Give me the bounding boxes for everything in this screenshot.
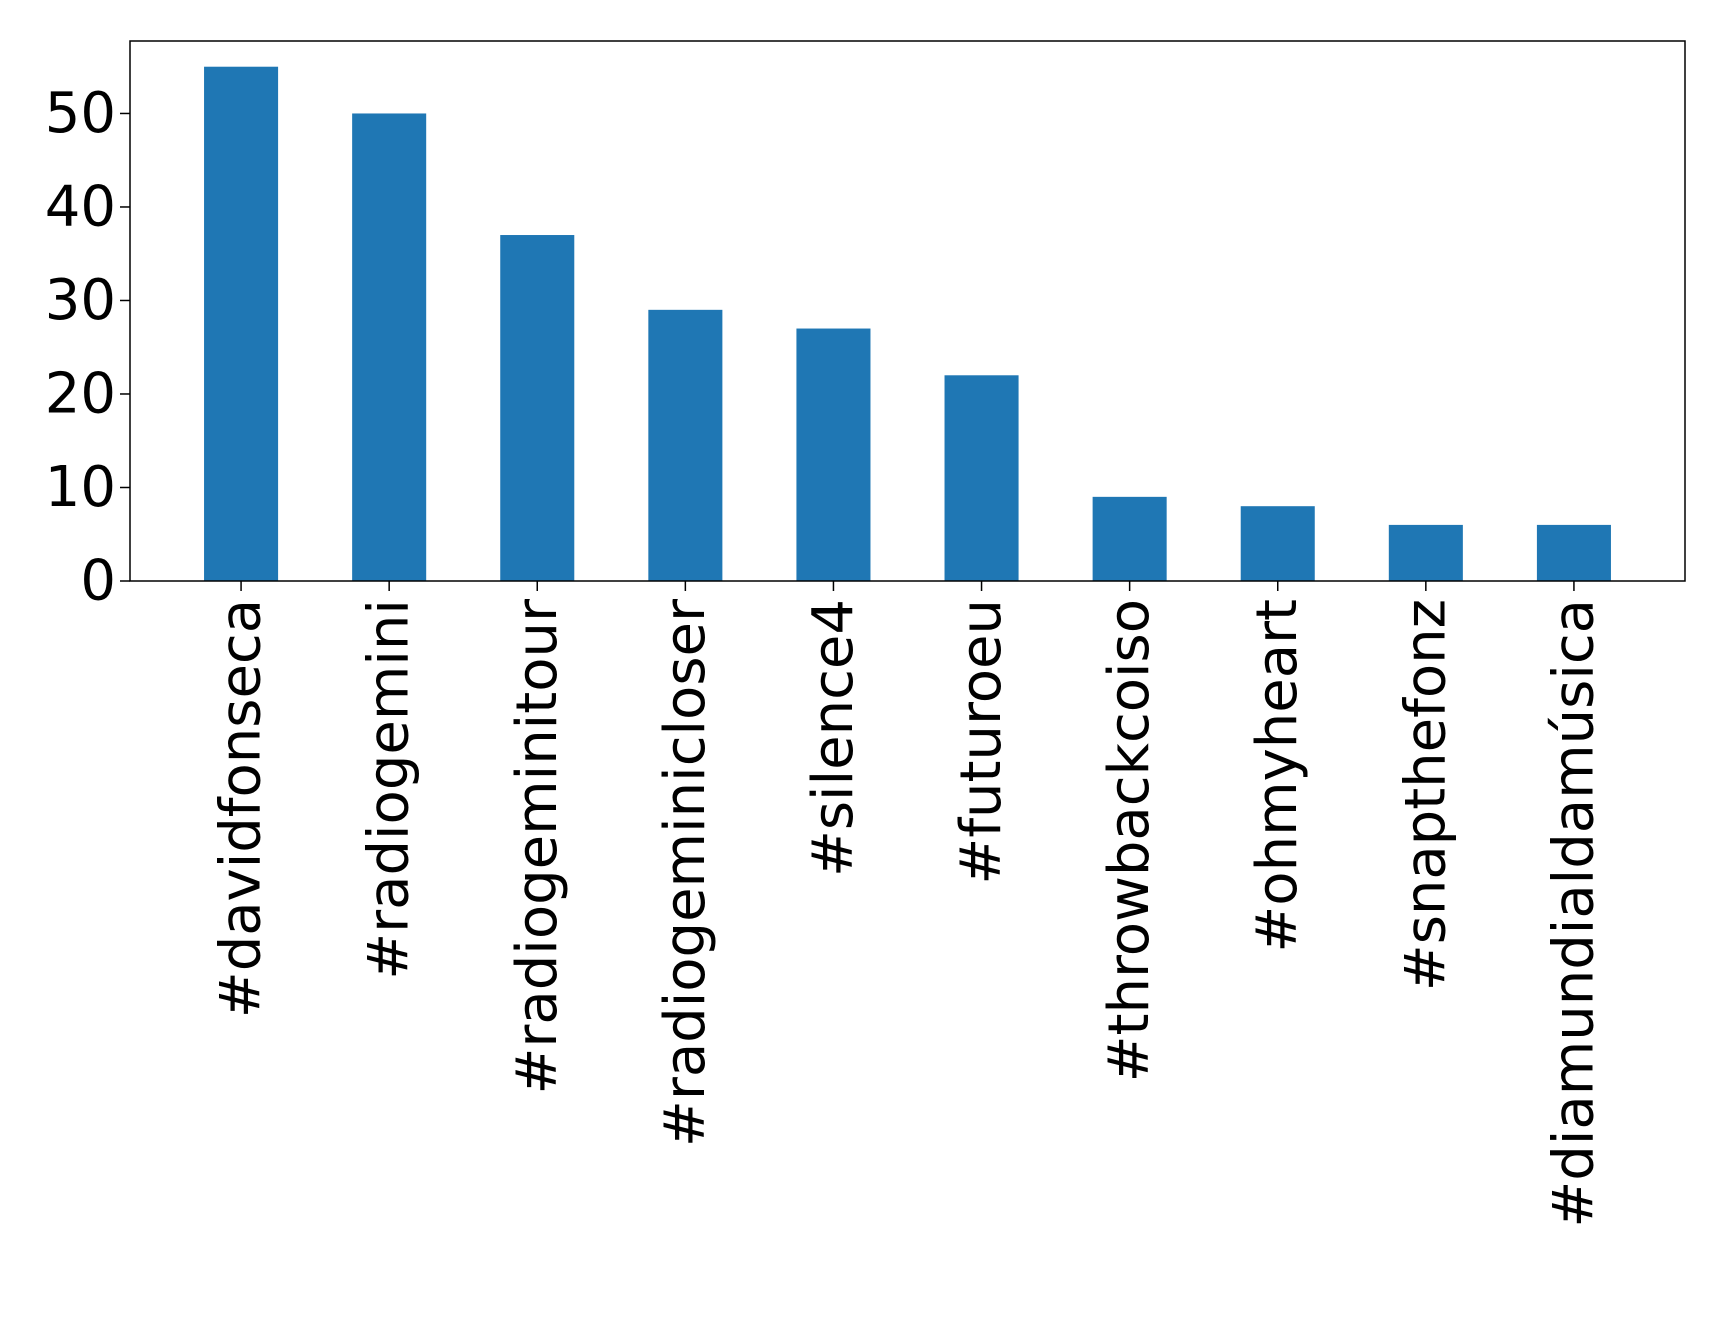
bar-6 — [1092, 496, 1167, 581]
bar-3 — [648, 309, 723, 581]
bar-9 — [1536, 524, 1611, 581]
x-tick-label: #futuroeu — [949, 599, 1014, 885]
bar-5 — [944, 375, 1019, 581]
x-tick-label: #radiogeminicloser — [653, 598, 718, 1147]
bar-2 — [500, 235, 575, 581]
y-tick-label: 30 — [45, 268, 116, 333]
y-tick-label: 20 — [45, 361, 116, 426]
x-tick-label: #davidfonseca — [209, 599, 274, 1018]
bars-group — [204, 66, 1611, 581]
plot-frame — [129, 40, 1686, 582]
x-tick-label: #ohmyheart — [1245, 599, 1310, 953]
y-tick-label: 0 — [80, 549, 116, 614]
bar-0 — [204, 66, 279, 581]
bar-7 — [1240, 506, 1315, 581]
x-tick-label: #snapthefonz — [1393, 599, 1458, 991]
x-tick-label: #silence4 — [801, 599, 866, 877]
x-tick-label: #radiogemini — [357, 599, 422, 980]
y-tick-label: 40 — [45, 174, 116, 239]
x-axis: #davidfonseca #radiogemini #radiogeminitou… — [209, 581, 1606, 1228]
y-tick-label: 10 — [45, 455, 116, 520]
y-axis: 0 10 20 30 40 50 — [45, 81, 130, 614]
bar-1 — [352, 113, 427, 581]
x-tick-label: #diamundialdamúsica — [1541, 599, 1606, 1228]
bar-8 — [1388, 524, 1463, 581]
y-tick-label: 50 — [45, 81, 116, 146]
x-tick-label: #throwbackcoiso — [1097, 599, 1162, 1082]
x-tick-label: #radiogeminitour — [505, 598, 570, 1094]
bar-4 — [796, 328, 871, 581]
